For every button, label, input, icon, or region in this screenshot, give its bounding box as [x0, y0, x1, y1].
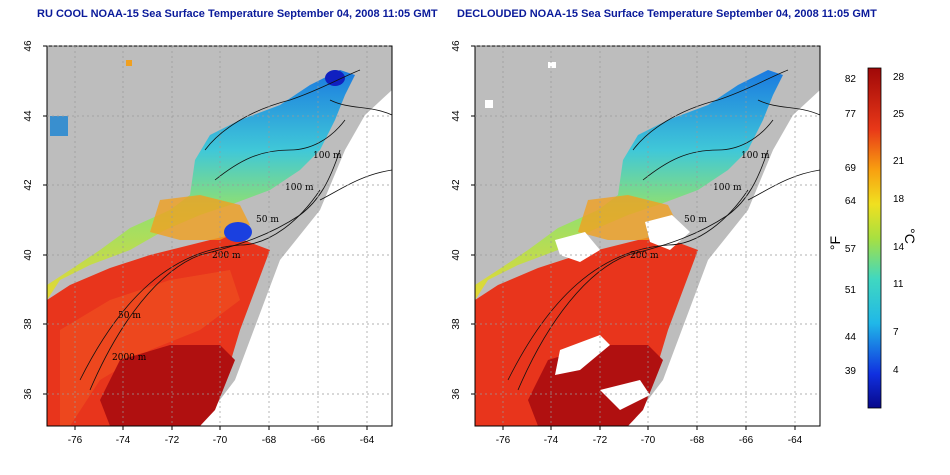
right-y-tick-label: 36 [451, 388, 462, 400]
colorbar-f-tick-label: 39 [845, 366, 857, 377]
colorbar-c-tick-label: 7 [893, 327, 899, 338]
right-contour-100m-b [642, 119, 774, 181]
left-contour-shelf-b [319, 169, 392, 201]
right-contour-label-4: 200 m [630, 251, 659, 261]
left-noise-pixel [126, 60, 132, 66]
colorbar-f-tick-label: 44 [845, 332, 857, 343]
colorbar-f-tick-label: 64 [845, 196, 857, 207]
left-x-tick-label: -70 [213, 435, 228, 446]
left-contour-label-5: 50 m [118, 311, 141, 321]
left-contour-label-4: 200 m [212, 251, 241, 261]
left-map-panel: 100 m 100 m 50 m 200 m 50 m 2000 m [47, 46, 392, 426]
colorbar-c-tick-label: 21 [893, 156, 905, 167]
right-no-data-ocean [628, 46, 820, 426]
left-contour-100m-b [214, 119, 346, 181]
right-x-tick-label: -68 [690, 435, 705, 446]
left-cool-gulf-water [47, 70, 355, 300]
right-cloud-mask-1 [555, 232, 600, 262]
left-contour-100m [204, 69, 361, 151]
left-panel-title: RU COOL NOAA-15 Sea Surface Temperature … [37, 8, 438, 20]
left-warm-water-band [60, 270, 240, 426]
right-contour-100m [632, 69, 789, 151]
colorbar-c-tick-label: 4 [893, 365, 899, 376]
left-y-tick-label: 46 [23, 40, 34, 52]
right-contour-label-3: 50 m [684, 215, 707, 225]
left-y-tick-label: 42 [23, 179, 34, 191]
colorbar-c-tick-label: 18 [893, 194, 905, 205]
right-cloud-mask-3 [555, 335, 610, 375]
right-contour-label-2: 100 m [713, 183, 742, 193]
left-y-tick-label: 38 [23, 318, 34, 330]
left-lake-pixels [50, 116, 68, 136]
right-cloud-mask-5 [485, 100, 493, 108]
left-x-tick-label: -68 [262, 435, 277, 446]
right-x-tick-label: -76 [496, 435, 511, 446]
left-x-tick-label: -66 [311, 435, 326, 446]
left-x-tick-label: -74 [116, 435, 131, 446]
right-x-tick-label: -64 [788, 435, 803, 446]
colorbar-f-tick-label: 51 [845, 285, 857, 296]
right-y-tick-label: 38 [451, 318, 462, 330]
colorbar-f-tick-label: 82 [845, 74, 857, 85]
colorbar-c-tick-label: 25 [893, 109, 905, 120]
left-x-tick-label: -72 [165, 435, 180, 446]
colorbar-f-tick-label: 77 [845, 109, 857, 120]
left-contour-label-2: 100 m [285, 183, 314, 193]
left-upwelling-spot [224, 222, 252, 242]
left-y-tick-label: 44 [23, 110, 34, 122]
colorbar [867, 67, 882, 409]
left-contour-label-1: 100 m [313, 151, 342, 161]
right-y-tick-label: 46 [451, 40, 462, 52]
right-y-tick-label: 42 [451, 179, 462, 191]
right-x-tick-label: -70 [641, 435, 656, 446]
left-contour-shelf [329, 99, 392, 116]
right-panel-title: DECLOUDED NOAA-15 Sea Surface Temperatur… [457, 8, 877, 20]
right-contour-200m [517, 149, 769, 391]
right-x-tick-label: -66 [739, 435, 754, 446]
left-hot-water-patch [100, 345, 235, 426]
right-contour-shelf [757, 99, 820, 116]
colorbar-celsius-label: °C [902, 228, 918, 244]
right-cloud-mask-6 [548, 62, 556, 68]
right-cloud-mask-4 [600, 380, 650, 410]
colorbar-c-tick-label: 11 [893, 279, 904, 290]
right-map-panel: 100 m 100 m 50 m 200 m [475, 46, 820, 426]
left-y-tick-label: 40 [23, 249, 34, 261]
grid-and-ticks: -76 -74 -72 -70 -68 -66 -64 46 44 42 40 38 36 -76 -74 -… [23, 40, 820, 446]
left-contour-label-3: 50 m [256, 215, 279, 225]
right-y-tick-label: 44 [451, 110, 462, 122]
colorbar-f-tick-label: 57 [845, 244, 857, 255]
left-x-tick-label: -64 [360, 435, 375, 446]
right-x-tick-label: -72 [593, 435, 608, 446]
colorbar-c-tick-label: 14 [893, 242, 905, 253]
colorbar-ticks: 82 77 69 64 57 51 44 39 28 25 21 18 14 11 7 4 [845, 72, 905, 377]
left-no-data-ocean [200, 46, 392, 426]
colorbar-fahrenheit-label: °F [827, 236, 843, 250]
right-x-tick-label: -74 [544, 435, 559, 446]
right-contour-label-1: 100 m [741, 151, 770, 161]
right-cloud-mask-2 [645, 215, 690, 250]
left-x-tick-label: -76 [68, 435, 83, 446]
colorbar-c-tick-label: 28 [893, 72, 905, 83]
right-y-tick-label: 40 [451, 249, 462, 261]
right-contour-shelf-b [747, 169, 820, 201]
left-contour-200m [89, 149, 341, 391]
left-y-tick-label: 36 [23, 388, 34, 400]
colorbar-f-tick-label: 69 [845, 163, 857, 174]
left-contour-label-6: 2000 m [112, 353, 147, 363]
left-cold-spot [325, 70, 345, 86]
right-cool-gulf-water [475, 70, 783, 300]
